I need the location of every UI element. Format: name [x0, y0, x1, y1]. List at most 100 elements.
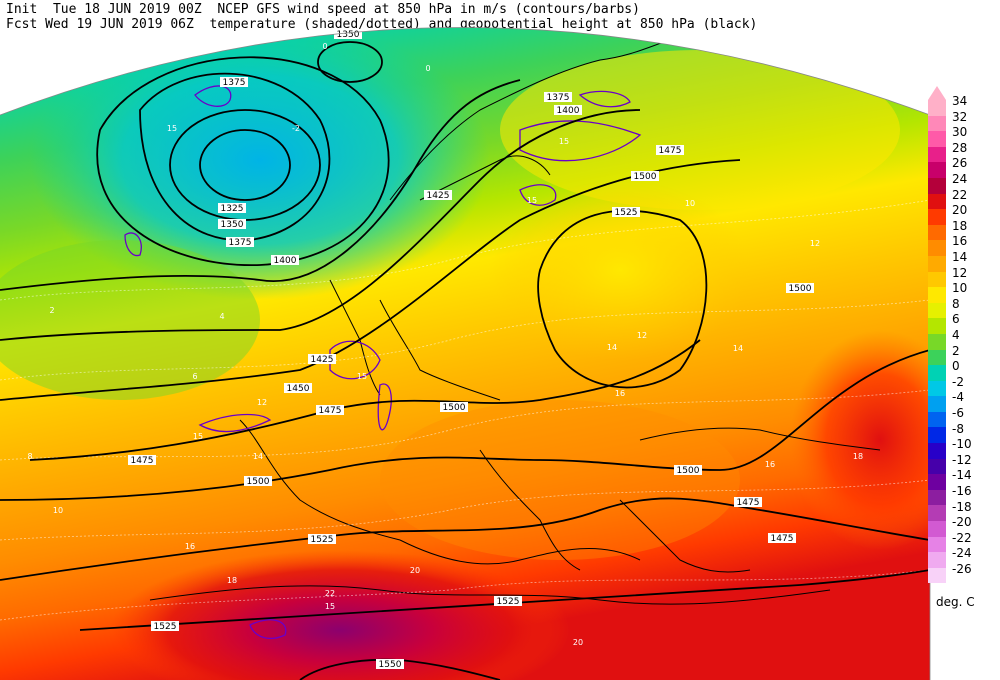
legend-swatch [928, 209, 946, 225]
height-label: 1475 [131, 456, 154, 466]
map-header: Init Tue 18 JUN 2019 00Z NCEP GFS wind s… [6, 2, 757, 32]
temperature-label: 12 [257, 398, 267, 407]
legend-label: 22 [952, 187, 968, 202]
wind-label: 15 [325, 602, 335, 611]
height-label: 1525 [615, 208, 638, 218]
legend-label: 10 [952, 281, 968, 296]
legend-label: 20 [952, 203, 968, 218]
forecast-line: Fcst Wed 19 JUN 2019 06Z temperature (sh… [6, 17, 758, 32]
legend-label: -18 [952, 499, 972, 514]
legend-label: -24 [952, 546, 972, 561]
legend-swatch [928, 318, 946, 334]
temperature-label: -2 [292, 124, 300, 133]
label-box [334, 29, 362, 39]
wind-label: 15 [193, 432, 203, 441]
legend-swatch [928, 567, 946, 584]
wind-labels: 15 15 15 15 15 15 [167, 124, 569, 611]
temperature-shading [0, 27, 930, 680]
label-box [768, 533, 796, 543]
height-label: 1325 [221, 204, 244, 214]
legend-label: 8 [952, 296, 960, 311]
height-label: 1375 [229, 238, 252, 248]
height-label: 1475 [737, 498, 760, 508]
label-box [308, 534, 336, 544]
label-box [544, 92, 572, 102]
legend-swatch [928, 489, 946, 506]
temperature-label: 14 [607, 343, 617, 352]
legend-swatch [928, 474, 946, 490]
legend-label: 18 [952, 218, 968, 233]
height-label: 1375 [223, 78, 246, 88]
temperature-label: 2 [49, 306, 54, 315]
legend-swatch [928, 333, 946, 350]
temperature-label: 0 [322, 42, 327, 51]
height-label: 1500 [789, 284, 812, 294]
height-label: 1350 [221, 220, 244, 230]
temperature-label: 14 [733, 344, 743, 353]
temperature-label: 20 [410, 566, 420, 575]
legend-swatch [928, 443, 946, 459]
label-box [554, 105, 582, 115]
legend-label: 30 [952, 125, 968, 140]
legend-label: -2 [952, 374, 964, 389]
temperature-label: 18 [853, 452, 863, 461]
height-label: 1525 [311, 535, 334, 545]
height-label: 1475 [659, 146, 682, 156]
legend-colorbar [928, 100, 946, 584]
legend-label: 34 [952, 94, 968, 108]
temperature-label: 0 [425, 64, 430, 73]
legend-swatch [928, 411, 946, 428]
legend-unit: deg. C [936, 595, 975, 609]
legend-swatch [928, 193, 946, 210]
height-label: 1500 [634, 172, 657, 182]
height-label: 1525 [154, 622, 177, 632]
legend-label: 12 [952, 265, 968, 280]
legend-swatch [928, 271, 946, 288]
label-box [440, 402, 468, 412]
legend-swatch [928, 458, 946, 475]
height-label: 1350 [337, 30, 360, 40]
label-box [308, 354, 336, 364]
legend-label: -8 [952, 421, 964, 436]
label-box [494, 596, 522, 606]
legend-top-arrow [928, 86, 946, 100]
height-label: 1500 [443, 403, 466, 413]
temperature-contours [0, 199, 930, 621]
wind-label: 15 [559, 137, 569, 146]
height-label: 1550 [379, 660, 402, 670]
height-label: 1400 [557, 106, 580, 116]
legend-label: -10 [952, 437, 972, 452]
legend-label: -26 [952, 562, 972, 576]
legend-label: 0 [952, 359, 960, 374]
legend-swatch [928, 380, 946, 397]
label-box [128, 455, 156, 465]
legend-label: 16 [952, 234, 968, 249]
legend-label: -14 [952, 468, 972, 483]
legend-label: 28 [952, 140, 968, 155]
label-box [244, 476, 272, 486]
temperature-label: 12 [810, 239, 820, 248]
temperature-label: 16 [185, 542, 195, 551]
legend-swatch [928, 505, 946, 522]
legend-swatch [928, 396, 946, 412]
label-box [376, 659, 404, 669]
legend-label: 2 [952, 343, 960, 358]
label-box [674, 465, 702, 475]
label-box [631, 171, 659, 181]
label-box [316, 405, 344, 415]
temperature-label: 20 [573, 638, 583, 647]
height-label: 1375 [547, 93, 570, 103]
legend-label: 26 [952, 156, 968, 171]
temperature-label: 16 [615, 389, 625, 398]
legend-swatch [928, 240, 946, 256]
legend-swatch [928, 552, 946, 568]
legend-swatch [928, 521, 946, 537]
wind-label: 15 [357, 372, 367, 381]
label-box [284, 383, 312, 393]
legend-swatch [928, 115, 946, 132]
label-box [786, 283, 814, 293]
temperature-label: 4 [219, 312, 224, 321]
legend-label: -6 [952, 406, 964, 420]
label-box [656, 145, 684, 155]
